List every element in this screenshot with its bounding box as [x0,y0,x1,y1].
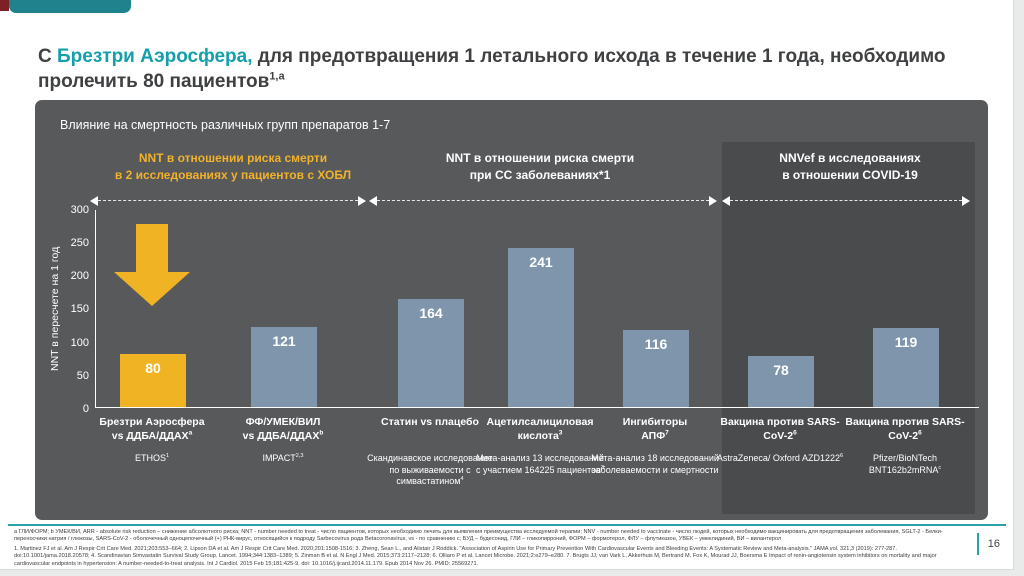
y-tick: 300 [70,204,89,216]
corner-red-accent [0,0,9,11]
category-label-aspirin: Ацетилсалициловая кислота3 Мета-анализ 13… [474,415,606,476]
category-label-vaccine-pfizer: Вакцина против SARS- CoV-26 Pfizer/BioNTe… [839,415,971,476]
arrow-left-head [90,196,98,206]
arrow-right-head [709,196,717,206]
category-main-label: Статин vs плацебо [381,416,479,428]
category-study-label: ETHOS1 [134,453,170,463]
y-tick: 50 [76,369,89,382]
category-main-label: ФФ/УМЕК/ВИЛ vs ДДБА/ДДАХb [242,416,324,443]
group-header-line: при СС заболеваниях*1 [469,167,611,182]
arrow-left-head [369,196,377,206]
category-main-label: Вакцина против SARS- CoV-26 [720,416,840,443]
y-tick: 250 [70,237,89,250]
y-tick: 150 [70,303,89,316]
title-superscript: 1,a [269,70,285,83]
dashed-range-arrow-cardio [369,196,717,206]
group-header-line: в отношении COVID-19 [782,167,918,182]
abbreviations-text: a ГЛИ/ФОРМ; b УМЕК/ВИ, ARR - absolute ri… [14,529,943,543]
bar-value-label: 78 [773,362,789,378]
group-header-line: NNT в отношении риска смерти [138,151,328,165]
bar-aspirin: 241 [508,248,574,407]
category-study-label: IMPACT2,3 [262,453,304,463]
group-header-line: NNT в отношении риска смерти [445,151,635,165]
y-axis-ticks: 300 250 200 150 100 50 0 [51,204,89,415]
plot-area: 80 121 164 241 116 78 119 [95,210,979,408]
bar-breztri: 80 [120,354,186,407]
group-header-covid: NNVef в исследованиях в отношении COVID-… [725,150,975,184]
arrow-dashed-line [730,200,962,201]
dashed-range-arrow-copd [90,196,366,206]
bar-value-label: 241 [529,254,553,270]
category-study-label: Скандинавское исследование по выживаемос… [367,453,493,487]
category-label-vaccine-astrazeneca: Вакцина против SARS- CoV-26 AstraZeneca/ … [714,415,846,465]
bar-value-label: 119 [894,334,918,350]
highlight-down-arrow-icon [114,224,190,306]
bar-vaccine-astrazeneca: 78 [748,356,814,407]
category-label-ace-inhibitors: Ингибиторы АПФ7 Мета-анализ 18 исследован… [589,415,721,476]
title-prefix: С [38,46,57,67]
category-main-label: Вакцина против SARS- CoV-26 [845,416,965,443]
bar-vaccine-pfizer: 119 [873,328,939,407]
y-tick: 100 [70,336,89,349]
teal-divider-line [8,524,1006,526]
arrow-dashed-line [98,200,358,201]
references-text: 1. Martinez FJ et al. Am J Respir Crit C… [14,545,937,567]
category-study-label: Мета-анализ 13 исследований с участием 1… [475,453,605,475]
category-label-ff-umek-vil: ФФ/УМЕК/ВИЛ vs ДДБА/ДДАХb IMPACT2,3 [217,415,349,465]
bar-value-label: 80 [145,360,161,376]
bar-value-label: 164 [419,305,443,321]
arrow-left-head [722,196,730,206]
category-study-label: Pfizer/BioNTech BNT162b2mRNAc [868,453,942,475]
category-label-statin: Статин vs плацебо Скандинавское исследов… [364,415,496,488]
category-study-label: Мета-анализ 18 исследований заболеваемос… [591,453,719,475]
y-tick: 0 [82,402,89,415]
brand-name: Брезтри Аэросфера, [57,46,253,67]
chart-title: Влияние на смертность различных групп пр… [60,118,391,132]
category-main-label: Ингибиторы АПФ7 [622,416,688,443]
category-study-label: AstraZeneca/ Oxford AZD12226 [716,453,844,463]
group-header-copd: NNT в отношении риска смерти в 2 исследо… [93,150,373,184]
arrow-right-head [962,196,970,206]
y-tick: 200 [70,270,89,283]
chart-panel: Влияние на смертность различных групп пр… [35,100,988,520]
slide-title: С Брезтри Аэросфера, для предотвращения … [38,44,973,94]
footnotes: a ГЛИ/ФОРМ; b УМЕК/ВИ, ARR - absolute ri… [14,529,969,568]
presentation-slide: С Брезтри Аэросфера, для предотвращения … [0,0,1014,570]
group-header-cardio: NNT в отношении риска смерти при СС забо… [365,150,715,184]
bar-statin: 164 [398,299,464,407]
page-number: 16 [987,538,1000,550]
dashed-range-arrow-covid [722,196,970,206]
bar-value-label: 121 [272,333,296,349]
group-header-line: в 2 исследованиях у пациентов с ХОБЛ [114,167,352,182]
category-main-label: Брезтри Аэросфера vs ДДБА/ДДАХa [99,416,205,443]
arrow-dashed-line [377,200,709,201]
page-number-accent [977,533,979,555]
bar-ff-umek-vil: 121 [251,327,317,407]
category-main-label: Ацетилсалициловая кислота3 [486,416,594,443]
arrow-right-head [358,196,366,206]
group-header-line: NNVef в исследованиях [779,151,921,165]
teal-top-accent-bar [9,0,131,13]
title-rest: для предотвращения 1 летального исхода в… [38,46,946,93]
bar-ace-inhibitors: 116 [623,330,689,407]
bar-value-label: 116 [644,336,668,352]
category-label-breztri: Брезтри Аэросфера vs ДДБА/ДДАХa ETHOS1 [86,415,218,465]
